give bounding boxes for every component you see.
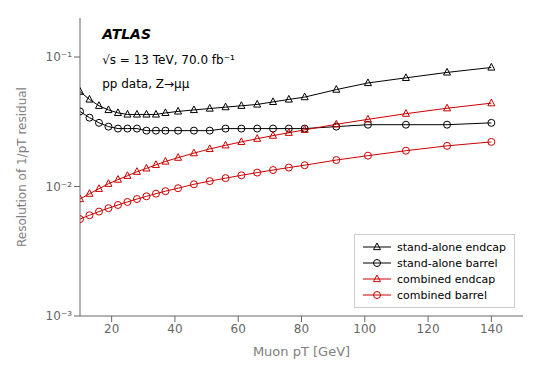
- html-text:combined barrel: combined barrel: [397, 288, 487, 302]
- svg-text:40: 40: [167, 322, 182, 336]
- svg-text:10⁻²: 10⁻²: [46, 180, 73, 194]
- svg-text:140: 140: [480, 322, 503, 336]
- html-text:stand-alone endcap: stand-alone endcap: [397, 240, 506, 254]
- svg-text:10⁻³: 10⁻³: [46, 309, 73, 323]
- svg-text:10⁻¹: 10⁻¹: [46, 50, 73, 64]
- html-text:√s = 13 TeV, 70.0 fb⁻¹: √s = 13 TeV, 70.0 fb⁻¹: [102, 52, 235, 67]
- html-text:combined endcap: combined endcap: [397, 272, 496, 286]
- html-text:stand-alone barrel: stand-alone barrel: [397, 256, 498, 270]
- svg-text:Muon pT [GeV]: Muon pT [GeV]: [253, 344, 350, 359]
- svg-text:Resolution of 1/pT residual: Resolution of 1/pT residual: [15, 87, 29, 247]
- html-text:ATLAS: ATLAS: [102, 25, 151, 42]
- svg-text:120: 120: [417, 322, 440, 336]
- svg-text:20: 20: [104, 322, 119, 336]
- svg-text:60: 60: [231, 322, 246, 336]
- svg-text:100: 100: [353, 322, 376, 336]
- svg-text:80: 80: [294, 322, 309, 336]
- html-text:pp data, Z→μμ: pp data, Z→μμ: [102, 76, 190, 91]
